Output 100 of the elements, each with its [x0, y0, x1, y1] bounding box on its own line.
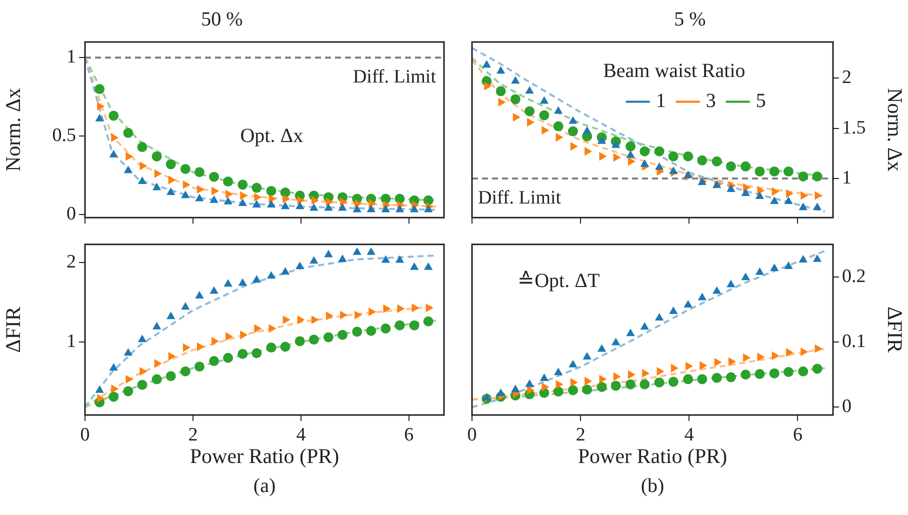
- point: [126, 374, 134, 384]
- point: [542, 382, 550, 392]
- point: [108, 392, 119, 402]
- x-tick-label: 6: [404, 424, 414, 446]
- line-series: [472, 367, 826, 400]
- y-tick-label: 0.5: [52, 125, 76, 146]
- point: [282, 194, 290, 204]
- point: [311, 196, 319, 205]
- point: [410, 204, 419, 212]
- point: [124, 348, 133, 356]
- point: [654, 312, 664, 320]
- point: [195, 194, 204, 202]
- point: [511, 76, 520, 84]
- point: [712, 372, 722, 383]
- point: [525, 86, 534, 94]
- point: [628, 157, 636, 166]
- point: [512, 112, 520, 122]
- point: [772, 351, 780, 360]
- point: [195, 290, 204, 298]
- point: [554, 368, 563, 376]
- point: [656, 367, 664, 376]
- point: [783, 367, 794, 378]
- y-tick-label: 0: [66, 203, 76, 224]
- point: [140, 367, 148, 376]
- point: [152, 151, 162, 162]
- point: [194, 362, 204, 372]
- point: [668, 376, 678, 387]
- point: [755, 267, 764, 275]
- point: [308, 334, 319, 345]
- point: [482, 60, 491, 68]
- point: [354, 199, 362, 208]
- point: [712, 286, 722, 294]
- point: [124, 166, 133, 174]
- point: [613, 372, 621, 381]
- point: [511, 384, 520, 392]
- point: [180, 366, 190, 376]
- point: [123, 386, 134, 396]
- point: [568, 360, 578, 368]
- point: [354, 310, 362, 320]
- point: [582, 126, 592, 134]
- point: [798, 171, 808, 182]
- point: [182, 180, 190, 190]
- point: [340, 310, 348, 320]
- point: [154, 169, 162, 178]
- point: [597, 344, 606, 352]
- point: [212, 336, 220, 346]
- point: [324, 250, 333, 258]
- y2-axis-title: ΔFIR: [882, 306, 907, 353]
- point: [786, 348, 794, 357]
- point: [326, 198, 334, 206]
- point: [426, 304, 434, 312]
- point: [740, 161, 751, 172]
- point: [556, 380, 564, 389]
- point: [280, 202, 290, 210]
- point: [726, 161, 736, 172]
- point: [310, 203, 318, 211]
- point: [166, 188, 176, 196]
- point: [268, 324, 276, 333]
- point: [280, 342, 290, 352]
- point: [181, 190, 190, 198]
- point: [496, 388, 506, 396]
- point: [786, 189, 794, 198]
- point: [166, 371, 176, 382]
- point: [168, 352, 176, 361]
- point: [224, 196, 232, 204]
- point: [510, 94, 520, 104]
- point: [152, 322, 162, 330]
- point: [784, 196, 793, 204]
- point: [381, 255, 390, 263]
- ref-line-label: Diff. Limit: [478, 187, 562, 208]
- point: [266, 186, 276, 196]
- point: [338, 254, 347, 262]
- point: [252, 275, 262, 283]
- point: [772, 187, 780, 196]
- point: [383, 304, 391, 314]
- point: [728, 357, 736, 366]
- point: [700, 361, 708, 370]
- point: [798, 366, 808, 376]
- legend-title: Beam waist Ratio: [603, 60, 746, 82]
- point: [698, 292, 706, 300]
- point: [599, 374, 607, 384]
- point: [210, 195, 218, 203]
- point: [597, 136, 606, 144]
- point: [640, 159, 649, 167]
- point: [798, 202, 808, 210]
- point: [610, 380, 621, 391]
- point: [212, 186, 220, 196]
- y2-tick-label: 1: [842, 167, 852, 188]
- point: [340, 198, 348, 206]
- point: [154, 359, 162, 368]
- point: [182, 343, 190, 352]
- point: [697, 155, 708, 166]
- point: [138, 176, 147, 184]
- point: [238, 198, 247, 206]
- point: [683, 151, 694, 162]
- point: [812, 254, 822, 262]
- point: [726, 372, 736, 382]
- annotation: ≙Opt. ΔT: [518, 270, 600, 292]
- point: [527, 118, 535, 127]
- point: [412, 304, 420, 312]
